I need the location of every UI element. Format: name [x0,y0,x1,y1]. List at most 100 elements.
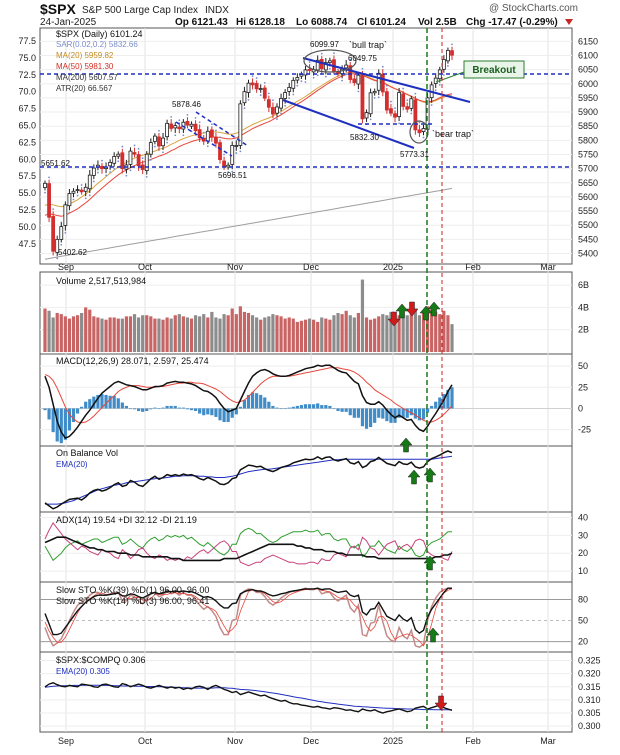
sar-dot [239,150,242,153]
candle-body [250,82,255,86]
volume-bar [377,316,381,352]
macd-title: MACD(12,26,9) 28.071, 2.597, 25.474 [56,356,209,366]
sar-dot [251,75,254,78]
stoch-k14-line [44,587,452,649]
sar-dot [210,123,213,126]
atr-y-tick: 62.5 [18,137,36,147]
sar-dot [162,151,164,154]
macd-histogram-bar [425,408,430,413]
macd-histogram-bar [348,408,352,416]
candle-body [43,182,47,188]
macd-histogram-bar [238,406,242,409]
candle-body [364,112,369,119]
ratio-y-tick: 0.300 [578,721,601,731]
atr-y-tick: 67.5 [18,104,36,114]
macd-histogram-bar [137,408,141,411]
sar-dot [174,134,177,137]
candle-body [348,65,353,80]
sar-dot [235,152,238,154]
volume-bar [116,318,120,352]
candle-body [368,92,373,115]
macd-histogram-bar [198,408,202,414]
candle-body [157,136,161,147]
sar-dot [288,97,291,100]
volume-bar [128,316,133,352]
sar-dot [141,157,144,160]
sar-dot [182,134,185,137]
macd-histogram-bar [267,401,271,409]
macd-histogram-bar [381,408,385,419]
macd-histogram-bar [153,407,157,409]
macd-histogram-bar [279,408,283,410]
sar-dot [284,104,287,107]
volume-arrow-down-icon [387,311,401,327]
candle-body [327,60,332,63]
candle-body [287,87,292,92]
macd-histogram-bar [450,387,454,409]
volume-bar [295,321,299,352]
macd-histogram-bar [193,408,198,411]
ratio-y-tick: 0.320 [578,669,601,679]
atr-y-tick: 50.0 [18,222,36,232]
macd-histogram-bar [104,394,108,409]
candle-body [116,153,121,157]
sar-dot [56,257,59,260]
macd-histogram-bar [316,403,320,409]
candle-body [315,59,320,71]
candle-body [144,153,149,172]
volume-bar [373,318,377,352]
macd-histogram-bar [100,394,104,409]
candle-body [376,72,381,91]
ratio-line [44,682,453,714]
sar-dot [308,61,311,63]
label-5773: 5773.31 [400,150,429,159]
candle-body [393,113,397,118]
volume-bar [100,318,104,352]
macd-histogram-bar [157,408,161,410]
header-exchange: INDX [205,5,229,16]
x-tick-label-top: Oct [138,262,153,272]
macd-histogram-bar [263,397,267,409]
macd-histogram-bar [336,408,340,411]
volume-bar [405,315,409,352]
macd-histogram-bar [75,408,80,414]
breakout-callout: Breakout [463,60,525,79]
sar-dot [447,65,449,67]
macd-histogram-bar [421,408,426,420]
volume-bar [413,308,417,352]
sar-dot [97,171,99,174]
x-tick-label-bottom: Oct [138,736,153,746]
adx-y-tick: 10 [578,566,588,576]
sar-dot [451,43,453,46]
sar-dot [312,76,315,79]
volume-y-tick: 4B [578,302,589,312]
price-y-tick: 6150 [578,36,598,46]
sar-dot [280,112,282,115]
sar-dot [178,119,181,122]
volume-bar [108,317,112,352]
price-title: $SPX (Daily) 6101.24 [56,29,143,39]
ratio-y-tick: 0.310 [578,695,601,705]
label-6049: 6049.75 [348,54,377,63]
volume-bar [242,311,247,352]
candle-body [246,82,251,93]
volume-bar [271,314,275,352]
legend-ma200: MA(200) 5607.57 [56,73,118,82]
price-y-tick: 5700 [578,164,598,174]
header-high: Hi 6128.18 [236,17,285,28]
ratio-y-tick: 0.315 [578,682,601,692]
adx-arrow-up-icon [423,555,437,571]
macd-histogram-bar [287,407,291,409]
sar-dot [292,93,295,96]
volume-title: Volume 2,517,513,984 [56,276,146,286]
adx-y-tick: 20 [578,548,588,558]
volume-bar [328,319,332,352]
volume-bar [409,307,413,352]
price-y-tick: 6000 [578,79,598,89]
macd-histogram-bar [438,397,442,409]
price-y-tick: 5650 [578,178,598,188]
volume-bar [141,315,145,352]
sar-dot [60,243,63,246]
macd-histogram-bar [124,405,128,409]
candle-body [401,93,406,107]
